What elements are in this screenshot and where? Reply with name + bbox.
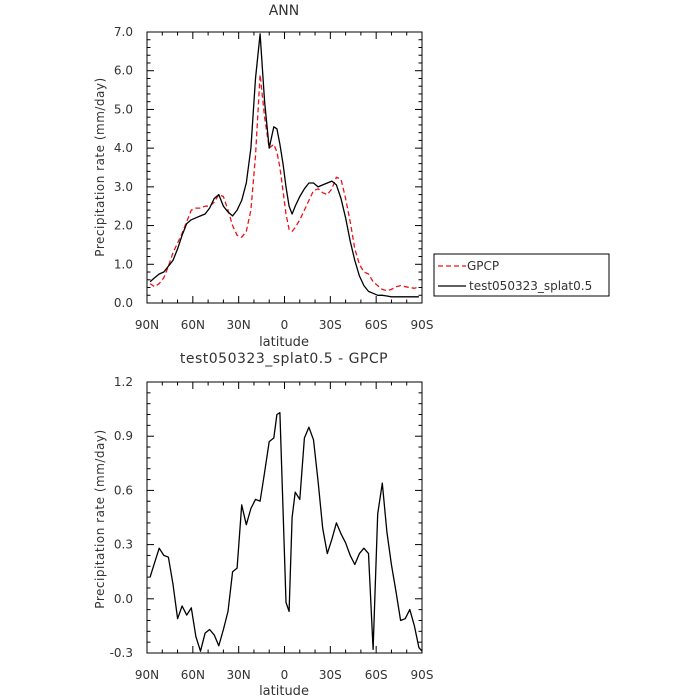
top-plot-frame (146, 31, 423, 304)
legend-box (433, 253, 610, 297)
top-y-axis-label: Precipitation rate (mm/day) (93, 77, 107, 256)
bottom-plot-frame (146, 381, 423, 654)
bottom-ytick-label: 0.3 (114, 538, 133, 552)
bottom-xtick-label: 90N (135, 668, 159, 682)
top-xtick-label: 90N (135, 318, 159, 332)
bottom-xtick-label: 60N (181, 668, 205, 682)
top-x-axis-label: latitude (259, 335, 309, 350)
top-series-group (149, 33, 420, 298)
bottom-xtick-label: 60S (365, 668, 388, 682)
bottom-xtick-label: 90S (411, 668, 434, 682)
legend-label-test: test050323_splat0.5 (469, 279, 592, 293)
top-ytick-label: 0.0 (114, 296, 133, 310)
legend-label-gpcp: GPCP (467, 259, 499, 273)
bottom-chart-title: test050323_splat0.5 - GPCP (180, 351, 388, 367)
bottom-ytick-label: -0.3 (110, 646, 133, 660)
bottom-y-axis-label-group: Precipitation rate (mm/day) (93, 429, 107, 608)
top-xtick-label: 60S (365, 318, 388, 332)
top-xtick-label: 30S (319, 318, 342, 332)
bottom-xtick-label: 30N (227, 668, 251, 682)
top-series-line-test050323-splat0-5 (149, 33, 419, 298)
top-chart: ANN Precipitation rate (mm/day) latitude… (93, 3, 433, 350)
top-xtick-label: 30N (227, 318, 251, 332)
bottom-ytick-label: 0.0 (114, 592, 133, 606)
top-ytick-label: 5.0 (114, 102, 133, 116)
top-ytick-label: 3.0 (114, 180, 133, 194)
bottom-series-group (149, 412, 423, 652)
top-xtick-label: 90S (411, 318, 434, 332)
top-chart-title: ANN (269, 3, 300, 19)
legend: GPCP test050323_splat0.5 (433, 253, 610, 297)
top-ticks: 0.0 1.0 2.0 3.0 4.0 5.0 6.0 7.0 90N 60N 30N 0 30S 60S… (114, 25, 434, 332)
top-xtick-label: 0 (281, 318, 289, 332)
top-y-axis-label-group: Precipitation rate (mm/day) (93, 77, 107, 256)
bottom-y-axis-label: Precipitation rate (mm/day) (93, 429, 107, 608)
bottom-ytick-label: 0.9 (114, 429, 133, 443)
bottom-x-axis-label: latitude (259, 684, 309, 699)
top-ytick-label: 4.0 (114, 141, 133, 155)
top-ytick-label: 1.0 (114, 257, 133, 271)
top-ytick-label: 7.0 (114, 25, 133, 39)
bottom-ytick-label: 0.6 (114, 483, 133, 497)
top-ytick-label: 2.0 (114, 219, 133, 233)
bottom-xtick-label: 0 (281, 668, 289, 682)
bottom-ticks: -0.3 0.0 0.3 0.6 0.9 1.2 90N 60N 30N 0 30S 60S 90S (110, 375, 434, 682)
bottom-xtick-label: 30S (319, 668, 342, 682)
top-ytick-label: 6.0 (114, 64, 133, 78)
bottom-ytick-label: 1.2 (114, 375, 133, 389)
bottom-series-line-0 (149, 412, 423, 652)
top-xtick-label: 60N (181, 318, 205, 332)
bottom-chart: test050323_splat0.5 - GPCP Precipitation… (93, 351, 433, 699)
top-series-line-gpcp (149, 73, 420, 292)
